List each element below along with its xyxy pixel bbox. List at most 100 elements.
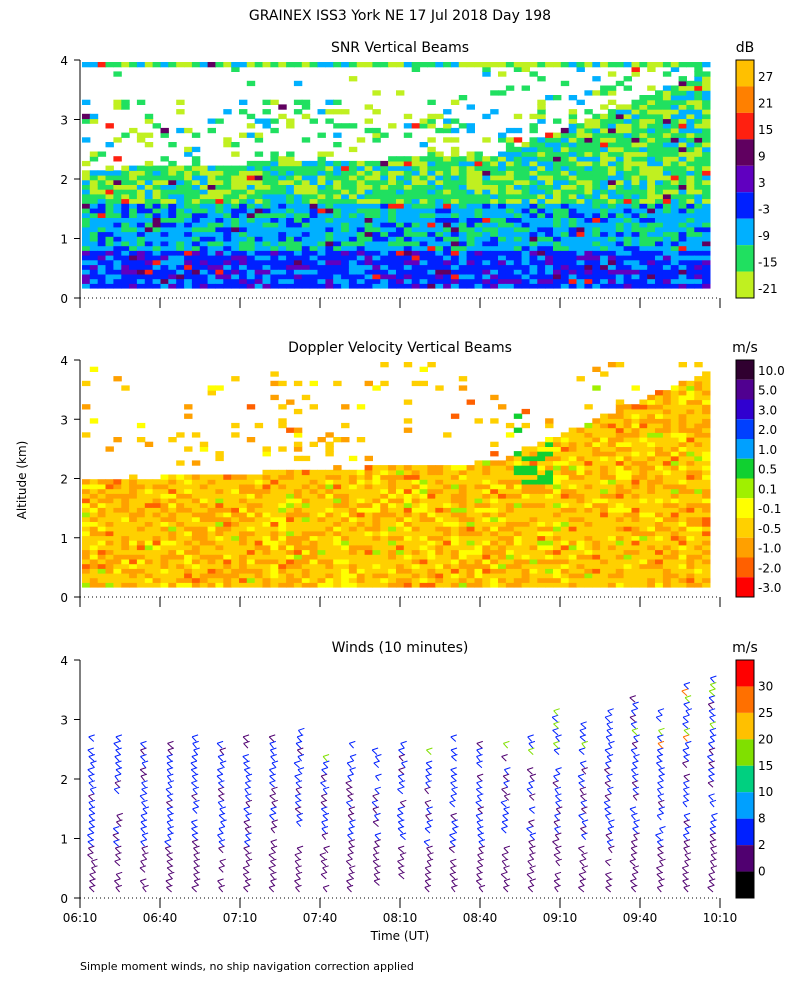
snr-cell [427,160,436,167]
doppler-cell [231,422,240,429]
snr-cell [364,62,373,68]
doppler-cell [560,516,570,522]
doppler-cell [529,544,538,551]
doppler-cell [670,465,680,471]
doppler-cell [427,465,436,471]
doppler-cell [286,535,295,541]
snr-cell [655,118,664,124]
snr-cell [348,203,358,209]
doppler-cell [301,493,311,499]
snr-cell [576,160,585,167]
doppler-cell [239,540,248,546]
doppler-cell [411,549,421,555]
doppler-cell [136,544,146,551]
doppler-cell [655,413,664,419]
doppler-cell [129,516,138,522]
snr-cell [600,259,609,266]
snr-cell [364,278,373,284]
snr-cell [576,208,585,214]
doppler-cell [560,479,570,485]
snr-cell [443,222,452,228]
doppler-cell [278,577,287,583]
snr-cell [239,250,248,256]
snr-cell [678,250,687,256]
doppler-cell [380,582,389,588]
doppler-cell [560,488,570,494]
snr-cell [396,259,405,266]
doppler-cell [136,437,146,443]
doppler-cell [239,568,248,574]
doppler-cell [435,582,444,588]
snr-cell [262,184,271,190]
doppler-cell [231,376,240,382]
snr-cell [607,226,617,233]
snr-cell [435,273,444,280]
doppler-cell [152,572,161,579]
snr-cell [662,127,672,134]
snr-cell [537,104,546,110]
doppler-cell [615,516,625,522]
doppler-cell [372,516,381,522]
snr-cell [254,259,264,266]
doppler-cell [529,549,538,555]
doppler-cell [450,558,460,565]
snr-cell [199,212,209,218]
snr-cell [568,245,578,251]
snr-cell [419,264,428,270]
doppler-cell [537,535,546,541]
doppler-cell [301,544,311,551]
doppler-cell [529,516,538,522]
doppler-cell [623,479,632,485]
doppler-cell [246,497,256,504]
doppler-cell [191,488,201,494]
doppler-cell [317,582,326,588]
doppler-cell [623,451,632,457]
doppler-cell [293,582,303,588]
doppler-cell [239,572,248,579]
doppler-cell [521,521,530,527]
doppler-cell [160,535,169,541]
snr-cell [246,231,256,237]
snr-cell [184,259,193,266]
doppler-cell [419,465,428,471]
doppler-cell [333,549,342,555]
snr-cell [317,240,326,247]
snr-cell [702,85,711,91]
doppler-cell [505,432,515,438]
snr-cell [223,179,232,185]
doppler-cell [136,512,146,518]
snr-cell [215,269,224,275]
doppler-cell [270,469,279,476]
snr-cell [168,175,177,181]
doppler-cell [121,385,130,391]
snr-cell [105,203,114,209]
panel-0-colorbar-label: 21 [758,97,773,111]
doppler-cell [600,544,609,551]
snr-cell [529,184,538,190]
doppler-cell [474,474,483,480]
snr-cell [348,273,358,280]
snr-cell [513,137,523,143]
doppler-cell [639,526,648,532]
snr-cell [160,217,169,223]
doppler-cell [325,507,334,513]
snr-cell [207,240,216,247]
doppler-cell [270,554,279,560]
snr-cell [113,203,122,209]
doppler-cell [553,577,562,583]
doppler-cell [647,437,656,443]
snr-cell [662,226,672,233]
snr-cell [670,170,680,176]
snr-cell [301,198,311,204]
snr-cell [121,203,130,209]
snr-cell [702,118,711,124]
doppler-cell [341,474,350,480]
doppler-cell [576,451,585,457]
doppler-cell [113,483,122,490]
snr-cell [262,283,271,289]
snr-cell [466,151,475,157]
doppler-cell [341,521,350,527]
doppler-cell [411,530,421,537]
doppler-cell [82,540,91,546]
snr-cell [600,193,609,200]
